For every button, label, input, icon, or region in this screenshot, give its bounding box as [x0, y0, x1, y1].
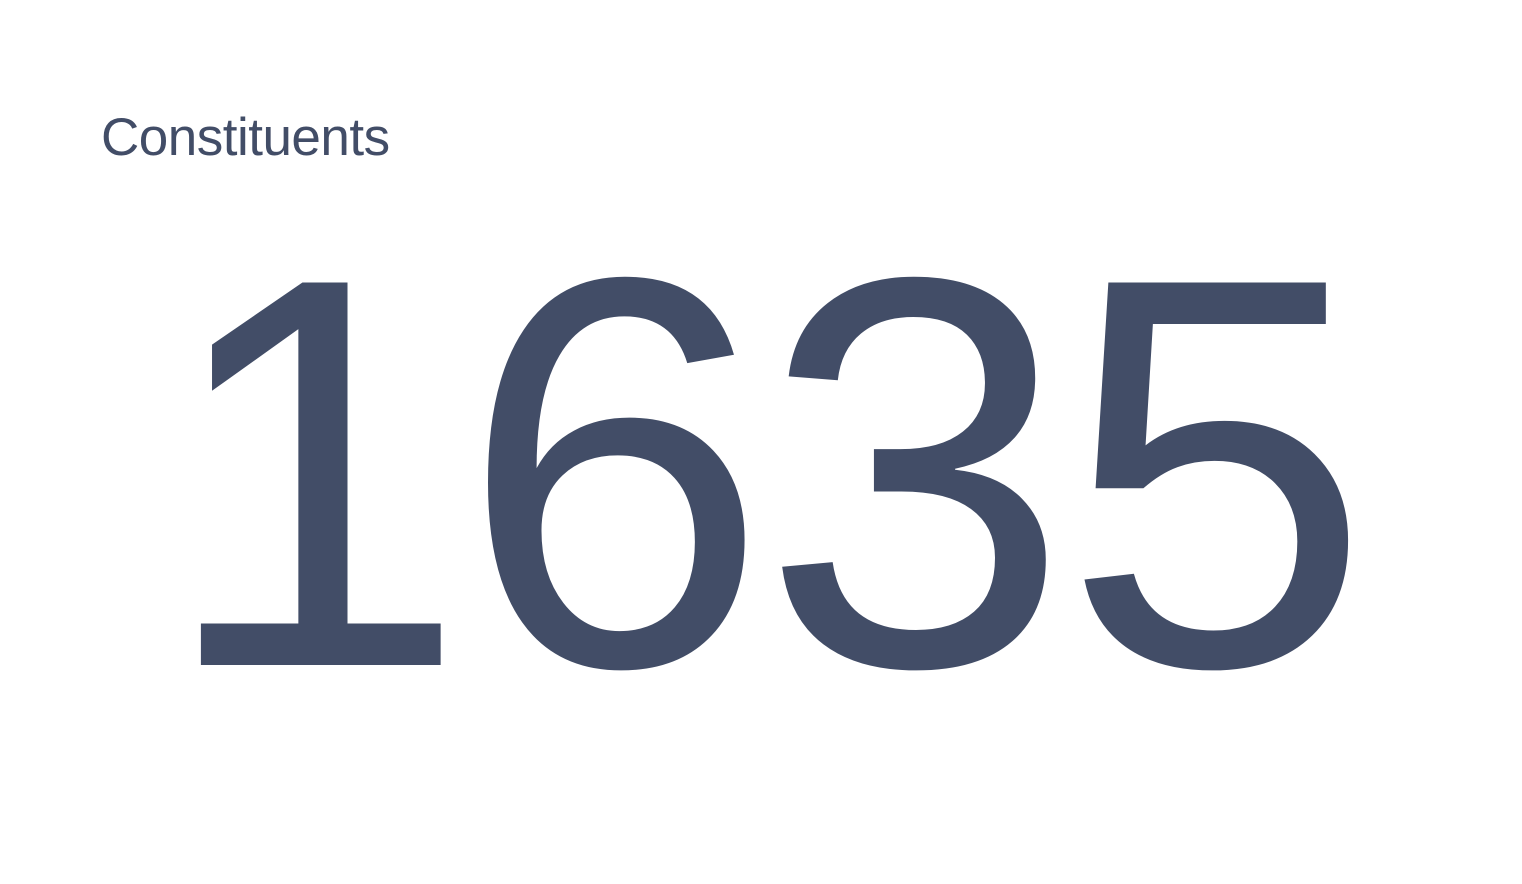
metric-label: Constituents [101, 108, 390, 167]
metric-value: 1635 [158, 162, 1372, 783]
